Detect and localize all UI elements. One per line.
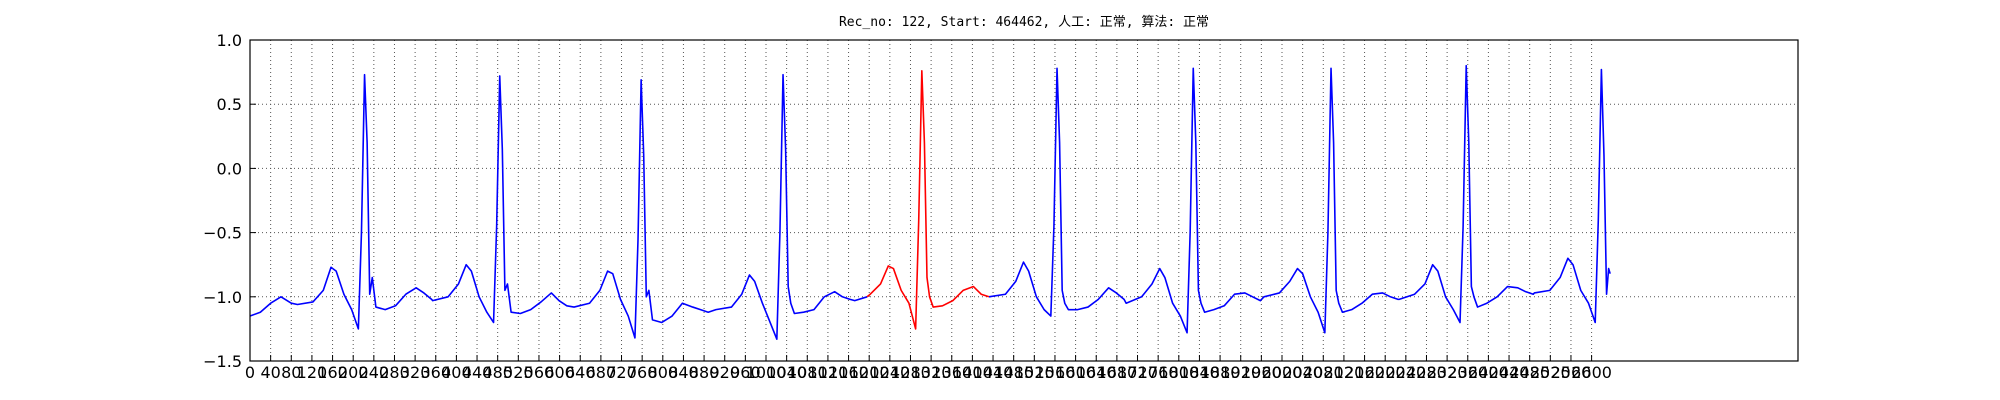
x-tick-label: 600 (544, 363, 575, 382)
y-tick-label: 1.0 (217, 31, 242, 50)
x-tick-label: 840 (668, 363, 699, 382)
x-tick-label: 2080 (1303, 363, 1344, 382)
x-tick-label: 1840 (1179, 363, 1220, 382)
x-tick-label: 2000 (1262, 363, 1303, 382)
x-tick-label: 2440 (1489, 363, 1530, 382)
x-tick-label: 1880 (1200, 363, 1241, 382)
x-tick-label: 1720 (1117, 363, 1158, 382)
x-tick-label: 1400 (952, 363, 993, 382)
x-tick-label: 1760 (1138, 363, 1179, 382)
x-tick-label: 2400 (1468, 363, 1509, 382)
x-tick-label: 720 (606, 363, 637, 382)
x-tick-label: 1560 (1035, 363, 1076, 382)
y-tick-label: −1.5 (203, 352, 242, 371)
x-tick-label: 0 (245, 363, 255, 382)
x-tick-label: 2040 (1282, 363, 1323, 382)
chart-title: Rec_no: 122, Start: 464462, 人工: 正常, 算法: … (839, 15, 1209, 30)
x-tick-label: 2480 (1509, 363, 1550, 382)
x-tick-label: 1080 (787, 363, 828, 382)
x-tick-label: 2280 (1406, 363, 1447, 382)
y-tick-label: −0.5 (203, 224, 242, 243)
x-tick-label: 2320 (1427, 363, 1468, 382)
x-tick-label: 520 (503, 363, 534, 382)
x-tick-label: 2560 (1551, 363, 1592, 382)
x-tick-label: 1120 (808, 363, 849, 382)
x-tick-label: 800 (648, 363, 679, 382)
x-tick-label: 40 (260, 363, 280, 382)
x-tick-label: 920 (709, 363, 740, 382)
x-tick-label: 80 (281, 363, 301, 382)
x-tick-label: 2200 (1365, 363, 1406, 382)
x-tick-label: 320 (400, 363, 431, 382)
plot-frame (249, 39, 1799, 362)
x-tick-label: 2360 (1447, 363, 1488, 382)
x-tick-label: 160 (317, 363, 348, 382)
x-tick-label: 360 (420, 363, 451, 382)
x-tick-label: 1360 (931, 363, 972, 382)
x-tick-label: 1920 (1220, 363, 1261, 382)
x-tick-label: 960 (730, 363, 761, 382)
x-tick-label: 1240 (869, 363, 910, 382)
x-tick-label: 1280 (890, 363, 931, 382)
x-tick-label: 1520 (1014, 363, 1055, 382)
x-tick-label: 1600 (1055, 363, 1096, 382)
x-tick-label: 240 (359, 363, 390, 382)
x-tick-label: 2240 (1385, 363, 1426, 382)
y-tick-label: 0.0 (217, 159, 242, 178)
x-tick-label: 1040 (766, 363, 807, 382)
x-tick-label: 2600 (1571, 363, 1612, 382)
y-tick-label: −1.0 (203, 288, 242, 307)
x-tick-label: 1800 (1158, 363, 1199, 382)
ecg-line (249, 64, 1611, 340)
x-tick-label: 760 (627, 363, 658, 382)
x-tick-label: 680 (586, 363, 617, 382)
y-tick-label: 0.5 (217, 95, 242, 114)
x-tick-label: 480 (482, 363, 513, 382)
x-tick-label: 2520 (1530, 363, 1571, 382)
x-tick-label: 2160 (1344, 363, 1385, 382)
x-tick-label: 120 (297, 363, 328, 382)
x-tick-label: 2120 (1324, 363, 1365, 382)
x-tick-label: 1480 (993, 363, 1034, 382)
x-tick-label: 640 (565, 363, 596, 382)
x-tick-label: 880 (689, 363, 720, 382)
x-tick-label: 1640 (1076, 363, 1117, 382)
x-tick-label: 200 (338, 363, 369, 382)
x-tick-label: 1160 (828, 363, 869, 382)
x-tick-label: 280 (379, 363, 410, 382)
x-tick-label: 1680 (1097, 363, 1138, 382)
x-tick-label: 1200 (849, 363, 890, 382)
x-tick-label: 560 (524, 363, 555, 382)
x-tick-label: 1000 (746, 363, 787, 382)
x-tick-label: 440 (462, 363, 493, 382)
x-tick-label: 1960 (1241, 363, 1282, 382)
ecg-line (866, 70, 990, 330)
x-tick-label: 1320 (911, 363, 952, 382)
x-tick-label: 400 (441, 363, 472, 382)
x-tick-label: 1440 (973, 363, 1014, 382)
